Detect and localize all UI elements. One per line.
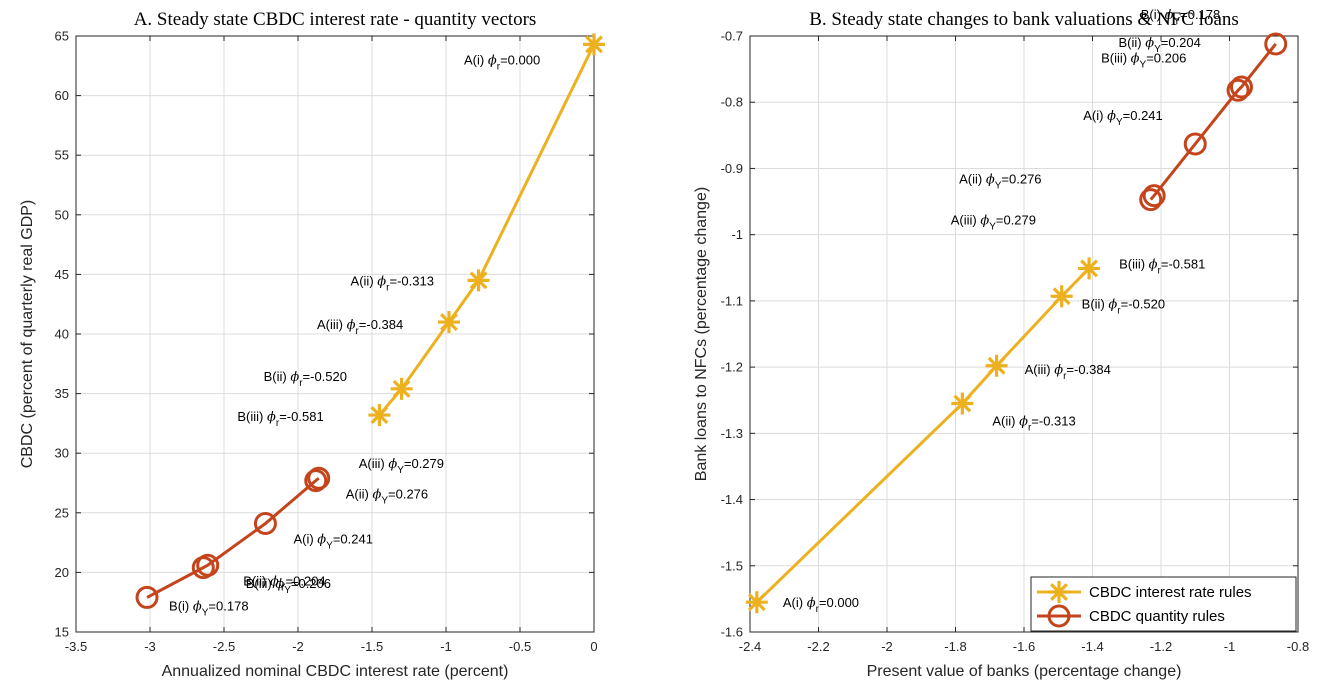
point-annotation: A(ii) ϕr=-0.313 [992,414,1075,434]
y-tick-label: -1.4 [721,492,743,507]
x-tick-label: -1.4 [1081,639,1103,654]
x-tick-label: -1.5 [361,639,383,654]
point-annotation: A(ii) ϕY=0.276 [959,172,1041,192]
panel-b-chart: -2.4 -2.2 -2 -1.8 -1.6 -1.4 -1.2 -1 -0.8 -1.6 -1.5… [693,7,1309,680]
data-point-quantity [1229,75,1253,99]
point-annotation: B(ii) ϕr=-0.520 [1082,296,1165,316]
y-tick-label: 50 [55,207,69,222]
x-tick-label: -2 [881,639,893,654]
y-axis-label: CBDC (percent of quarterly real GDP) [19,200,36,469]
x-tick-label: -1.2 [1150,639,1172,654]
point-annotation: B(ii) ϕY=0.204 [1118,35,1200,55]
data-point-rate [390,377,413,400]
point-annotation: A(i) ϕr=0.000 [783,595,859,615]
y-tick-label: 40 [55,327,69,342]
x-tick-label: -0.8 [1287,639,1309,654]
chart-title: B. Steady state changes to bank valuatio… [809,9,1239,30]
legend-marker-rate [1048,581,1070,603]
y-tick-label: 60 [55,88,69,103]
y-tick-label: -0.9 [721,161,743,176]
x-tick-label: -1.6 [1013,639,1035,654]
data-point-quantity [253,512,277,536]
point-annotation: A(i) ϕr=0.000 [464,52,540,72]
point-annotation: A(i) ϕY=0.241 [1083,108,1163,128]
point-annotation: B(i) ϕY=0.178 [1141,7,1221,27]
data-point-rate [951,392,974,415]
point-annotation: A(i) ϕY=0.241 [293,532,373,552]
data-point-rate [368,404,391,427]
x-axis-label: Annualized nominal CBDC interest rate (p… [162,663,509,680]
y-tick-label: -1 [731,227,743,242]
point-annotation: B(iii) ϕY=0.206 [246,576,331,596]
x-tick-label: 0 [590,639,597,654]
y-tick-label: 15 [55,625,69,640]
x-tick-label: -0.5 [509,639,531,654]
x-tick-label: -2.4 [739,639,761,654]
x-tick-label: -2.2 [807,639,829,654]
legend-box [1030,576,1297,632]
point-annotation: B(ii) ϕY=0.204 [243,574,325,594]
x-tick-label: -2 [292,639,304,654]
data-point-quantity [1183,132,1207,156]
x-tick-label: -1 [1224,639,1236,654]
data-point-rate [745,591,768,614]
x-tick-label: -3 [144,639,156,654]
x-axis-label: Present value of banks (percentage chang… [867,663,1182,680]
point-annotation: A(iii) ϕr=-0.384 [1025,362,1111,382]
legend: CBDC interest rate rules CBDC quantity ru… [1030,576,1297,632]
data-point-rate [437,311,460,334]
point-annotation: B(iii) ϕr=-0.581 [1119,256,1205,276]
chart-title: A. Steady state CBDC interest rate - qua… [134,9,537,30]
y-tick-label: 65 [55,29,69,44]
data-point-rate [467,269,490,292]
y-axis-label: Bank loans to NFCs (percentage change) [693,187,710,481]
y-tick-label: -1.2 [721,360,743,375]
y-tick-label: -0.7 [721,29,743,44]
y-tick-label: 35 [55,386,69,401]
y-tick-label: 30 [55,446,69,461]
x-tick-label: -3.5 [65,639,87,654]
point-annotation: B(ii) ϕr=-0.520 [264,369,347,389]
data-point-rate [1050,285,1073,308]
data-point-rate [583,33,605,56]
data-point-quantity [1226,78,1250,102]
point-annotation: B(iii) ϕY=0.206 [1101,50,1186,70]
data-point-quantity [304,469,328,493]
data-point-quantity [307,466,331,490]
point-annotation: A(iii) ϕr=-0.384 [317,317,403,337]
point-annotation: A(ii) ϕY=0.276 [346,487,428,507]
y-tick-label: -1.5 [721,558,743,573]
x-tick-label: -1.8 [944,639,966,654]
data-point-rate [1078,257,1101,280]
panel-a-chart: -3.5 -3 -2.5 -2 -1.5 -1 -0.5 0 15 20 25 30 35 40 45 50 5… [19,9,605,680]
point-annotation: A(ii) ϕr=-0.313 [351,273,434,293]
point-annotation: A(iii) ϕY=0.279 [951,213,1036,233]
legend-label-rate: CBDC interest rate rules [1089,584,1252,601]
y-tick-label: -1.1 [721,293,743,308]
y-tick-label: -1.3 [721,426,743,441]
data-point-quantity [1142,184,1166,208]
point-annotation: B(iii) ϕr=-0.581 [237,409,323,429]
y-tick-label: -1.6 [721,625,743,640]
y-tick-label: 45 [55,267,69,282]
data-point-quantity [196,553,220,577]
point-annotation: A(iii) ϕY=0.279 [359,456,444,476]
point-annotation: B(i) ϕY=0.178 [169,598,249,618]
legend-marker-quantity [1047,604,1071,628]
data-point-rate [985,354,1008,377]
y-tick-label: 55 [55,148,69,163]
data-point-quantity [1139,188,1163,212]
x-tick-label: -1 [440,639,452,654]
y-tick-label: 25 [55,505,69,520]
x-tick-label: -2.5 [213,639,235,654]
data-point-quantity [135,585,159,609]
y-tick-label: -0.8 [721,95,743,110]
data-point-quantity [1264,32,1288,56]
legend-label-quantity: CBDC quantity rules [1089,608,1225,625]
y-tick-label: 20 [55,565,69,580]
